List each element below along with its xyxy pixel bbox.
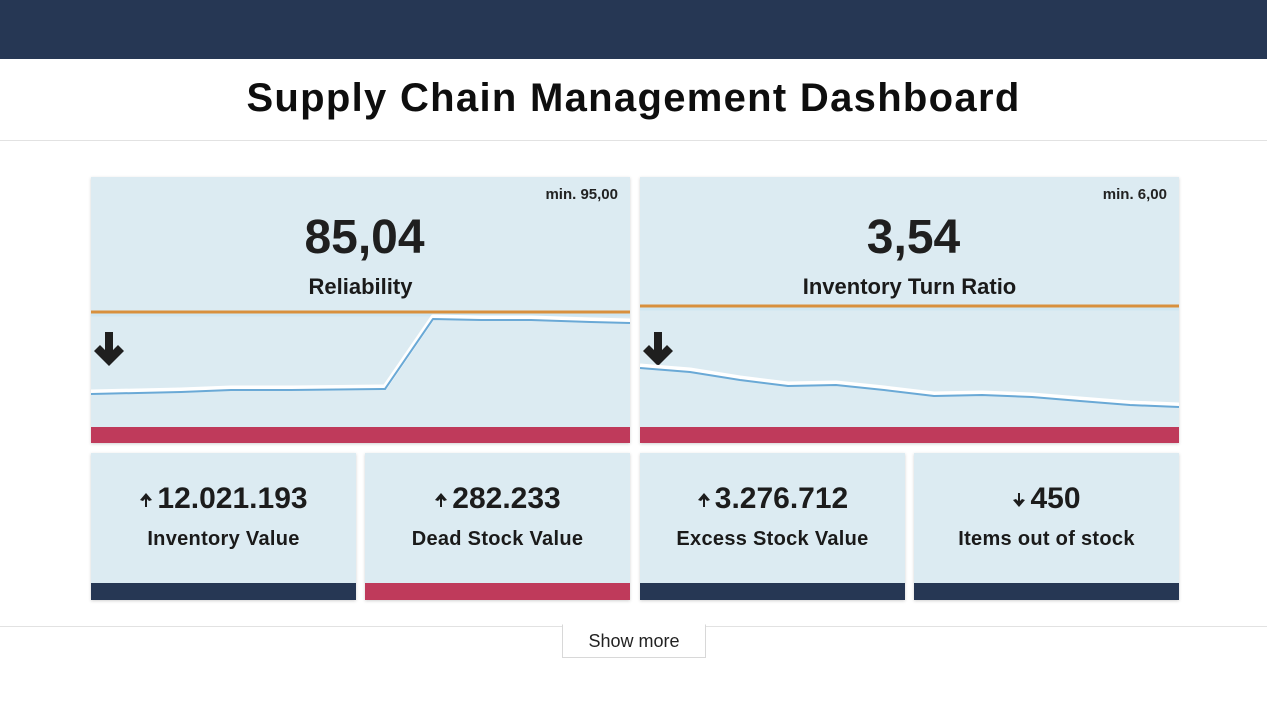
trend-sparkline [640, 304, 1179, 408]
metric-value: 3.276.712 [640, 482, 905, 516]
metric-value-text: 282.233 [452, 482, 561, 515]
metric-value: 450 [914, 482, 1179, 516]
title-section: Supply Chain Management Dashboard [0, 59, 1267, 141]
status-bar [640, 583, 905, 600]
status-bar-alert [91, 427, 630, 443]
kpi-value-text: 3,54 [866, 211, 961, 264]
kpi-value: 3,54 [640, 210, 1179, 366]
status-bar-alert [640, 427, 1179, 443]
kpi-card-inventory-turn-ratio[interactable]: min. 6,00 3,54 Inventory Turn Ratio [640, 177, 1179, 443]
trend-sparkline [91, 310, 630, 395]
top-bar [0, 0, 1267, 59]
metric-value: 282.233 [365, 482, 630, 516]
metric-label: Inventory Value [147, 528, 300, 550]
kpi-value-text: 85,04 [304, 211, 425, 264]
kpi-min-threshold: min. 95,00 [545, 186, 618, 203]
metric-label: Excess Stock Value [676, 528, 869, 550]
kpi-label: Reliability [308, 274, 413, 299]
status-bar [91, 583, 356, 600]
metric-value-text: 3.276.712 [714, 482, 849, 515]
metric-card-items-out-of-stock[interactable]: 450 Items out of stock [914, 453, 1179, 600]
metric-value: 12.021.193 [91, 482, 356, 516]
kpi-min-threshold: min. 6,00 [1102, 186, 1167, 203]
show-more-button[interactable]: Show more [562, 624, 706, 658]
arrow-down-icon [1012, 492, 1026, 513]
metric-label: Dead Stock Value [411, 528, 584, 550]
arrow-up-icon [697, 492, 711, 513]
metric-card-inventory-value[interactable]: 12.021.193 Inventory Value [91, 453, 356, 600]
status-bar [914, 583, 1179, 600]
metric-card-excess-stock-value[interactable]: 3.276.712 Excess Stock Value [640, 453, 905, 600]
metric-value-text: 12.021.193 [157, 482, 308, 515]
arrow-up-icon [434, 492, 448, 513]
metric-value-text: 450 [1030, 482, 1081, 515]
arrow-up-icon [139, 492, 153, 513]
metric-label: Items out of stock [958, 528, 1135, 550]
status-bar-alert [365, 583, 630, 600]
metric-card-dead-stock-value[interactable]: 282.233 Dead Stock Value [365, 453, 630, 600]
page-title: Supply Chain Management Dashboard [246, 76, 1021, 120]
kpi-label: Inventory Turn Ratio [802, 274, 1017, 299]
kpi-card-reliability[interactable]: min. 95,00 85,04 Reliability [91, 177, 630, 443]
kpi-value: 85,04 [91, 210, 630, 366]
